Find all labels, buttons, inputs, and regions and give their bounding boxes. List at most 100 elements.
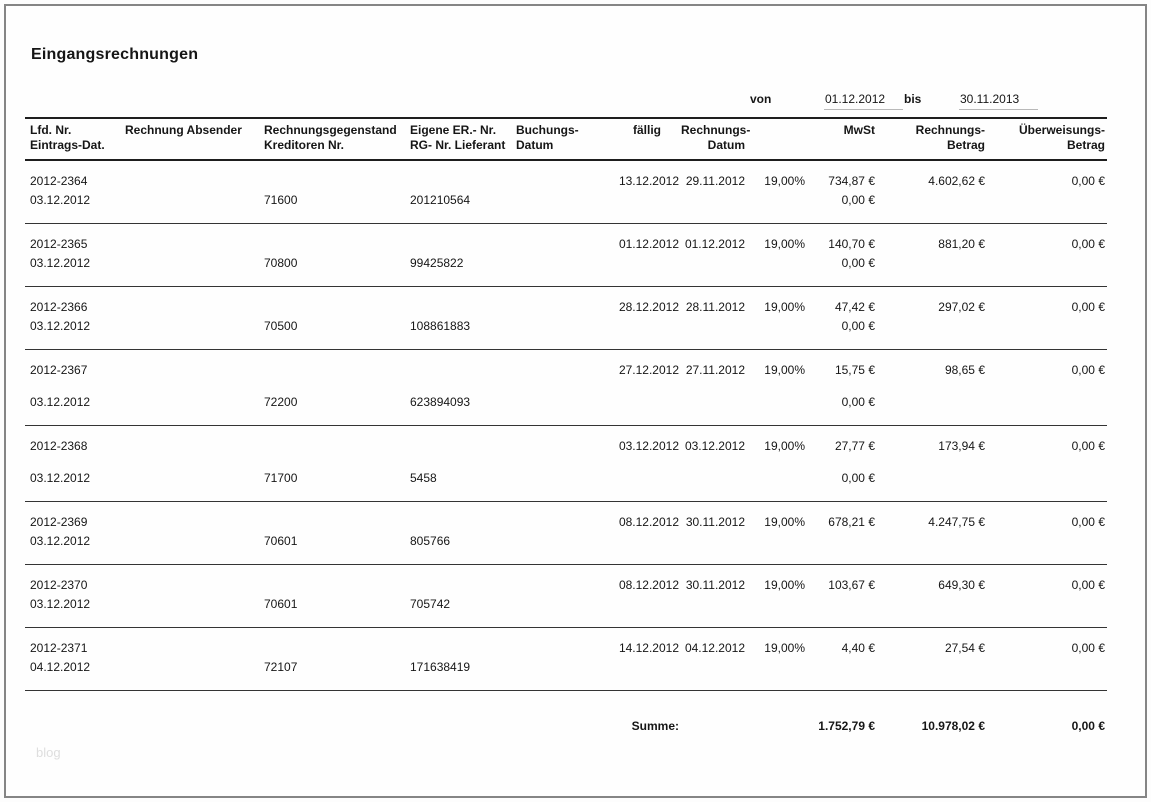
eintrags-dat: 03.12.2012 [30, 471, 91, 485]
invoice-row: 2012-2365 01.12.2012 01.12.2012 19,00% 1… [25, 224, 1107, 287]
rg-nr-lieferant: 108861883 [410, 319, 471, 333]
invoice-row: 2012-2367 27.12.2012 27.11.2012 19,00% 1… [25, 350, 1107, 426]
rechnungs-betrag: 173,94 € [938, 439, 985, 453]
mwst-betrag: 103,67 € [828, 578, 875, 592]
header-buchungs-datum: Buchungs- [516, 123, 579, 137]
faellig: 08.12.2012 [618, 578, 679, 592]
header-rechnungs-betrag-2: Betrag [946, 138, 985, 152]
page-title: Eingangsrechnungen [31, 46, 199, 63]
rechnungs-betrag: 881,20 € [938, 237, 985, 251]
mwst-betrag-2: 0,00 € [841, 319, 875, 333]
header-ueberweisungs-betrag: Überweisungs- [1018, 123, 1105, 137]
mwst-betrag: 15,75 € [834, 363, 875, 377]
header-rechnungsgegenstand: Rechnungsgegenstand [264, 123, 397, 137]
kreditoren-nr: 72200 [264, 395, 298, 409]
faellig: 01.12.2012 [618, 237, 679, 251]
mwst-satz: 19,00% [764, 237, 805, 251]
ueberweisungs-betrag: 0,00 € [1071, 363, 1105, 377]
mwst-betrag: 140,70 € [828, 237, 875, 251]
rg-nr-lieferant: 201210564 [410, 193, 471, 207]
invoice-row: 2012-2371 14.12.2012 04.12.2012 19,00% 4… [25, 628, 1107, 691]
rechnungs-datum: 01.12.2012 [684, 237, 745, 251]
ueberweisungs-betrag: 0,00 € [1071, 641, 1105, 655]
rechnungs-betrag: 27,54 € [944, 641, 985, 655]
header-rechnung-absender: Rechnung Absender [125, 123, 242, 137]
kreditoren-nr: 71600 [264, 193, 298, 207]
period-von-label: von [750, 92, 772, 106]
summary-row: Summe: 1.752,79 € 10.978,02 € 0,00 € [25, 691, 1107, 735]
summe-label: Summe: [631, 719, 679, 733]
faellig: 27.12.2012 [618, 363, 679, 377]
kreditoren-nr: 70800 [264, 256, 298, 270]
mwst-betrag: 27,77 € [834, 439, 875, 453]
lfd-nr: 2012-2366 [30, 300, 88, 314]
rechnungs-betrag: 98,65 € [944, 363, 985, 377]
period-bis-value: 30.11.2013 [959, 92, 1038, 110]
invoice-row: 2012-2370 08.12.2012 30.11.2012 19,00% 1… [25, 565, 1107, 628]
summe-rechnungs-betrag: 10.978,02 € [921, 719, 985, 733]
header-buchungs-datum-2: Datum [516, 138, 554, 152]
header-kreditoren-nr: Kreditoren Nr. [264, 138, 345, 152]
mwst-betrag: 678,21 € [828, 515, 875, 529]
kreditoren-nr: 70601 [264, 597, 298, 611]
header-rechnungs-datum: Rechnungs- [681, 123, 751, 137]
header-lfd-nr: Lfd. Nr. [30, 123, 72, 137]
faellig: 14.12.2012 [618, 641, 679, 655]
eintrags-dat: 04.12.2012 [30, 660, 91, 674]
rg-nr-lieferant: 99425822 [410, 256, 464, 270]
mwst-satz: 19,00% [764, 363, 805, 377]
header-mwst: MwSt [843, 123, 875, 137]
header-eintrags-dat: Eintrags-Dat. [30, 138, 105, 152]
ueberweisungs-betrag: 0,00 € [1071, 578, 1105, 592]
rechnungs-betrag: 4.247,75 € [928, 515, 985, 529]
eintrags-dat: 03.12.2012 [30, 395, 91, 409]
header-eigene-er-nr: Eigene ER.- Nr. [410, 123, 497, 137]
ueberweisungs-betrag: 0,00 € [1071, 515, 1105, 529]
rechnungs-betrag: 297,02 € [938, 300, 985, 314]
eintrags-dat: 03.12.2012 [30, 193, 91, 207]
invoice-row: 2012-2364 13.12.2012 29.11.2012 19,00% 7… [25, 161, 1107, 224]
kreditoren-nr: 72107 [264, 660, 298, 674]
lfd-nr: 2012-2367 [30, 363, 88, 377]
eintrags-dat: 03.12.2012 [30, 256, 91, 270]
lfd-nr: 2012-2368 [30, 439, 88, 453]
faellig: 03.12.2012 [618, 439, 679, 453]
rechnungs-datum: 27.11.2012 [685, 363, 745, 377]
mwst-betrag: 734,87 € [828, 174, 875, 188]
invoice-row: 2012-2369 08.12.2012 30.11.2012 19,00% 6… [25, 502, 1107, 565]
invoice-table: Lfd. Nr. Rechnung Absender Rechnungsgege… [25, 117, 1107, 735]
rg-nr-lieferant: 805766 [410, 534, 451, 548]
lfd-nr: 2012-2370 [30, 578, 88, 592]
mwst-betrag: 4,40 € [841, 641, 875, 655]
mwst-betrag: 47,42 € [834, 300, 875, 314]
kreditoren-nr: 70601 [264, 534, 298, 548]
faellig: 08.12.2012 [618, 515, 679, 529]
header-rechnungs-datum-2: Datum [707, 138, 745, 152]
summe-ueberweisungs-betrag: 0,00 € [1071, 719, 1105, 733]
header-rg-nr-lieferant: RG- Nr. Lieferant [410, 138, 506, 152]
mwst-satz: 19,00% [764, 439, 805, 453]
kreditoren-nr: 71700 [264, 471, 298, 485]
rechnungs-betrag: 4.602,62 € [928, 174, 985, 188]
page-border [4, 4, 1147, 798]
mwst-satz: 19,00% [764, 174, 805, 188]
header-faellig: fällig [632, 123, 661, 137]
ueberweisungs-betrag: 0,00 € [1071, 174, 1105, 188]
mwst-betrag-2: 0,00 € [841, 395, 875, 409]
faellig: 13.12.2012 [618, 174, 679, 188]
rechnungs-datum: 30.11.2012 [685, 515, 745, 529]
rg-nr-lieferant: 171638419 [410, 660, 471, 674]
lfd-nr: 2012-2364 [30, 174, 88, 188]
mwst-betrag-2: 0,00 € [841, 471, 875, 485]
lfd-nr: 2012-2365 [30, 237, 88, 251]
period-row: von 01.12.2012 bis 30.11.2013 [0, 92, 1151, 114]
mwst-satz: 19,00% [764, 641, 805, 655]
rg-nr-lieferant: 705742 [410, 597, 451, 611]
watermark-text: blog [36, 745, 61, 760]
rechnungs-datum: 04.12.2012 [684, 641, 745, 655]
rechnungs-datum: 28.11.2012 [685, 300, 745, 314]
eintrags-dat: 03.12.2012 [30, 597, 91, 611]
mwst-satz: 19,00% [764, 515, 805, 529]
kreditoren-nr: 70500 [264, 319, 298, 333]
ueberweisungs-betrag: 0,00 € [1071, 439, 1105, 453]
